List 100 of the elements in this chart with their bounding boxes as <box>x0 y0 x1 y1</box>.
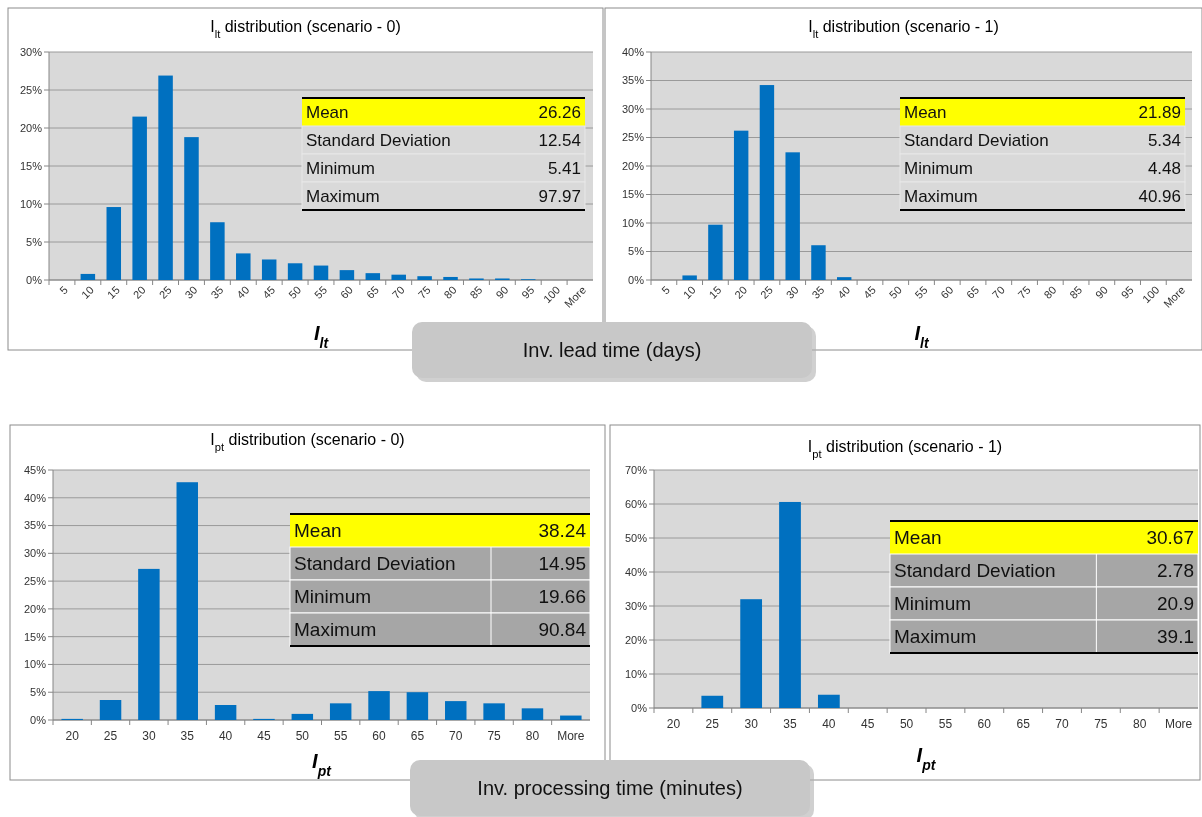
bar <box>391 274 406 280</box>
x-tick-label: 55 <box>912 283 930 301</box>
x-tick-label: 70 <box>989 283 1007 301</box>
y-tick-label: 60% <box>624 497 648 510</box>
y-tick-label: 30% <box>621 102 645 115</box>
x-tick-label: 35 <box>809 283 827 301</box>
y-tick-label: 30% <box>19 45 43 58</box>
x-tick-label: 90 <box>1092 283 1110 301</box>
x-tick-label: 30 <box>783 283 801 301</box>
x-tick-label: 25 <box>705 717 720 731</box>
x-axis-title: I$_{pt}$ <box>312 750 333 779</box>
annotation: 5.41 <box>547 158 581 178</box>
x-tick-label: 35 <box>208 283 226 301</box>
x-tick-label: 35 <box>783 717 797 731</box>
x-tick-label: 5 <box>659 283 673 297</box>
x-tick-label: 75 <box>1015 283 1033 301</box>
bar <box>236 253 251 280</box>
bar <box>261 259 277 280</box>
annotation: Maximum <box>894 626 977 648</box>
chart-title: I$_{lt}$ distribution (scenario - 0) <box>210 18 401 40</box>
x-tick-label: 70 <box>389 283 407 301</box>
bar <box>483 703 505 720</box>
bar <box>779 501 801 708</box>
annotation: Mean <box>894 527 942 549</box>
text: Inv. lead time (days) <box>522 339 702 361</box>
chart-title: I$_{pt}$ distribution (scenario - 1) <box>807 438 1003 460</box>
bar <box>313 265 329 280</box>
x-tick-label: 55 <box>311 283 330 301</box>
x-tick-label: 50 <box>886 283 904 301</box>
x-tick-label: 20 <box>130 283 148 301</box>
annotation: Mean <box>306 102 349 122</box>
y-tick-label: 25% <box>621 131 645 144</box>
x-tick-label: 60 <box>337 283 356 301</box>
x-tick-label: 100 <box>1140 283 1162 306</box>
y-tick-label: 20% <box>621 159 645 172</box>
y-tick-label: 10% <box>621 216 645 229</box>
x-tick-label: 85 <box>1067 283 1085 301</box>
annotation: Maximum <box>294 619 377 641</box>
annotation: 2.78 <box>1157 560 1194 582</box>
annotation: Mean <box>904 102 947 122</box>
annotation: 19.66 <box>538 586 586 608</box>
y-tick-label: 45% <box>23 463 47 476</box>
annotation: 5.34 <box>1147 130 1181 150</box>
annotation: Standard Deviation <box>294 553 456 575</box>
x-tick-label: 15 <box>104 283 122 301</box>
bar <box>99 700 122 720</box>
annotation: 12.54 <box>538 130 581 150</box>
x-tick-label: 10 <box>680 283 698 301</box>
x-tick-label: 80 <box>441 283 459 301</box>
annotation: Minimum <box>904 158 973 178</box>
y-tick-label: 20% <box>19 121 43 134</box>
y-tick-label: 10% <box>23 658 47 671</box>
bar <box>817 694 840 708</box>
bar <box>417 276 432 280</box>
y-tick-label: 5% <box>26 235 43 248</box>
x-axis-title: I$_{pt}$ <box>916 744 937 773</box>
x-tick-label: 65 <box>964 283 982 301</box>
x-tick-label: 50 <box>286 283 304 301</box>
y-tick-label: 5% <box>628 245 645 258</box>
x-tick-label: 40 <box>218 729 233 743</box>
bar <box>339 270 355 280</box>
y-tick-label: 5% <box>30 686 47 699</box>
y-tick-label: 15% <box>621 188 645 201</box>
x-tick-label: 75 <box>487 729 502 743</box>
annotation: 97.97 <box>538 186 581 206</box>
bar <box>176 482 198 720</box>
bar <box>291 713 314 720</box>
bar <box>106 207 122 280</box>
bar <box>368 691 390 720</box>
x-tick-label: 55 <box>938 717 953 731</box>
x-tick-label: 95 <box>519 283 537 301</box>
x-tick-label: 45 <box>861 717 875 731</box>
bar <box>138 568 160 720</box>
annotation: Minimum <box>306 158 375 178</box>
bar <box>214 705 237 720</box>
x-tick-label: 60 <box>372 729 387 743</box>
bar <box>560 715 582 720</box>
annotation: 4.48 <box>1147 158 1181 178</box>
bar <box>210 222 225 280</box>
x-tick-label: 50 <box>899 717 914 731</box>
bar <box>837 277 852 280</box>
x-tick-label: 65 <box>363 283 381 301</box>
y-tick-label: 20% <box>23 602 47 615</box>
x-tick-label: 20 <box>732 283 750 301</box>
y-tick-label: 0% <box>628 273 645 286</box>
bar <box>811 245 826 280</box>
x-tick-label: 20 <box>65 729 80 743</box>
bar <box>785 152 800 280</box>
annotation: 39.1 <box>1157 626 1194 648</box>
y-tick-label: 70% <box>624 463 648 476</box>
annotation: Maximum <box>904 186 978 206</box>
bar <box>701 695 724 708</box>
x-tick-label: 30 <box>182 283 200 301</box>
chart-title: I$_{lt}$ distribution (scenario - 1) <box>808 18 999 40</box>
y-tick-label: 25% <box>23 574 47 587</box>
bar <box>708 224 723 280</box>
x-tick-label: 40 <box>822 717 836 731</box>
y-tick-label: 0% <box>30 713 47 726</box>
bar <box>759 85 775 280</box>
annotation: 20.9 <box>1157 593 1194 615</box>
